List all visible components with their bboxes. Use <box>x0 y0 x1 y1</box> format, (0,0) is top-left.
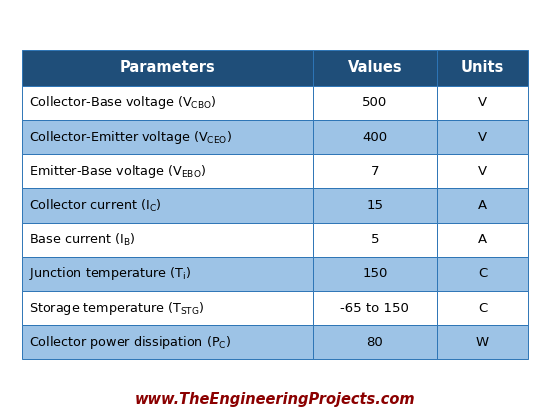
Text: C: C <box>478 302 487 315</box>
Bar <box>22 223 313 257</box>
Bar <box>22 257 313 291</box>
Bar <box>22 120 313 154</box>
Bar <box>437 86 528 120</box>
Text: Collector power dissipation (P$_\mathregular{C}$): Collector power dissipation (P$_\mathreg… <box>29 334 232 351</box>
Text: Values: Values <box>348 61 402 75</box>
Text: Collector-Base voltage (V$_\mathregular{CBO}$): Collector-Base voltage (V$_\mathregular{… <box>29 94 217 111</box>
Text: V: V <box>478 165 487 178</box>
Bar <box>313 325 437 359</box>
Text: 80: 80 <box>366 336 383 349</box>
Text: 400: 400 <box>362 130 388 143</box>
Bar <box>437 189 528 223</box>
Bar <box>313 223 437 257</box>
Text: -65 to 150: -65 to 150 <box>340 302 409 315</box>
Bar <box>22 86 313 120</box>
Text: Storage temperature (T$_\mathregular{STG}$): Storage temperature (T$_\mathregular{STG… <box>29 300 205 317</box>
Text: Junction temperature (T$_\mathregular{i}$): Junction temperature (T$_\mathregular{i}… <box>29 265 191 283</box>
Text: Collector current (I$_\mathregular{C}$): Collector current (I$_\mathregular{C}$) <box>29 197 162 214</box>
Bar <box>22 154 313 189</box>
Bar <box>437 257 528 291</box>
Bar <box>313 120 437 154</box>
Text: V: V <box>478 96 487 110</box>
Bar <box>22 291 313 325</box>
Text: Parameters: Parameters <box>119 61 216 75</box>
Bar <box>313 291 437 325</box>
Text: 150: 150 <box>362 268 388 280</box>
Bar <box>313 86 437 120</box>
Bar <box>313 189 437 223</box>
Bar <box>437 291 528 325</box>
Bar <box>437 154 528 189</box>
Text: A: A <box>478 199 487 212</box>
Bar <box>313 154 437 189</box>
Text: 7: 7 <box>371 165 379 178</box>
Text: Base current (I$_\mathregular{B}$): Base current (I$_\mathregular{B}$) <box>29 232 136 248</box>
Bar <box>437 50 528 86</box>
Text: C: C <box>478 268 487 280</box>
Text: V: V <box>478 130 487 143</box>
Text: 15: 15 <box>366 199 383 212</box>
Bar <box>22 189 313 223</box>
Text: Units: Units <box>461 61 504 75</box>
Bar <box>22 325 313 359</box>
Text: 500: 500 <box>362 96 388 110</box>
Bar <box>437 325 528 359</box>
Text: www.TheEngineeringProjects.com: www.TheEngineeringProjects.com <box>135 392 415 407</box>
Bar <box>437 120 528 154</box>
Bar <box>313 50 437 86</box>
Text: Emitter-Base voltage (V$_\mathregular{EBO}$): Emitter-Base voltage (V$_\mathregular{EB… <box>29 163 206 180</box>
Text: W: W <box>476 336 489 349</box>
Bar <box>313 257 437 291</box>
Text: Collector-Emitter voltage (V$_\mathregular{CEO}$): Collector-Emitter voltage (V$_\mathregul… <box>29 129 232 145</box>
Text: A: A <box>478 233 487 246</box>
Bar <box>437 223 528 257</box>
Bar <box>22 50 313 86</box>
Text: 5: 5 <box>371 233 379 246</box>
